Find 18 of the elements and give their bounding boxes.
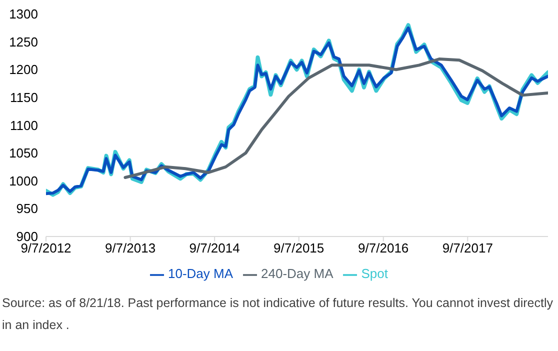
y-tick-label: 1150 xyxy=(10,90,38,106)
legend-label: 10-Day MA xyxy=(168,266,234,282)
legend-label: 240-Day MA xyxy=(261,266,334,282)
y-tick-label: 1200 xyxy=(9,62,38,78)
y-tick-label: 1050 xyxy=(9,146,38,161)
line-series xyxy=(124,58,548,179)
y-tick-label: 950 xyxy=(16,201,38,216)
y-tick-label: 1100 xyxy=(10,118,38,133)
x-tick-label: 9/7/2016 xyxy=(358,240,409,256)
y-tick-label: 1000 xyxy=(9,173,38,188)
x-tick-label: 9/7/2015 xyxy=(274,240,324,256)
source-note: Source: as of 8/21/18. Past performance is not indicative of future results. You cannot invest directly in an index . xyxy=(2,295,554,334)
y-tick-label: 1300 xyxy=(9,6,38,22)
legend-label: Spot xyxy=(361,266,388,282)
x-tick-label: 9/7/2014 xyxy=(189,240,240,256)
x-tick-label: 9/7/2017 xyxy=(442,240,493,256)
x-tick-label: 9/7/2013 xyxy=(104,240,156,256)
y-tick-label: 1250 xyxy=(9,34,38,50)
